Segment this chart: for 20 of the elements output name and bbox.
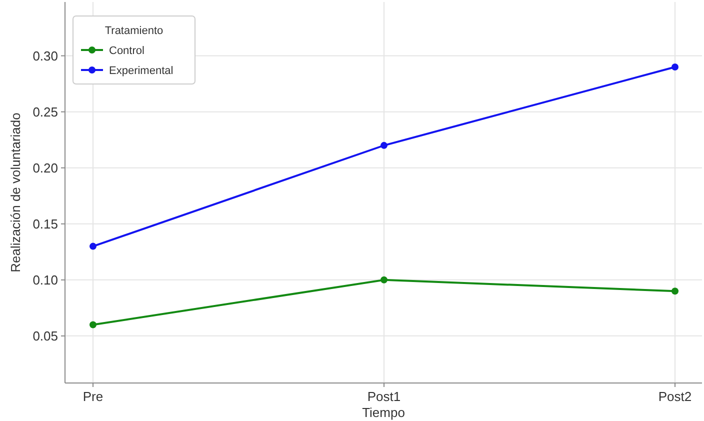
y-tick-label: 0.30 [32, 48, 58, 64]
point [672, 288, 678, 295]
legend-label: Experimental [109, 64, 174, 77]
point [672, 63, 678, 70]
point [380, 276, 388, 284]
x-tick-label: Pre [82, 389, 104, 404]
x-axis-title: Tiempo [362, 405, 405, 420]
y-tick-label: 0.10 [32, 272, 58, 288]
point [380, 142, 388, 149]
y-tick-label: 0.20 [32, 160, 58, 176]
y-axis-title: Realización de voluntariado [8, 112, 23, 272]
legend-label: Control [109, 44, 144, 57]
point [90, 321, 96, 328]
y-tick-label: 0.05 [32, 328, 58, 344]
legend-title: Tratamiento [104, 25, 164, 37]
x-tick-label: Post1 [367, 389, 401, 404]
point [90, 242, 96, 250]
y-tick-label: 0.15 [32, 216, 58, 232]
x-tick-label: Post2 [658, 389, 692, 404]
y-tick-label: 0.25 [32, 104, 58, 120]
